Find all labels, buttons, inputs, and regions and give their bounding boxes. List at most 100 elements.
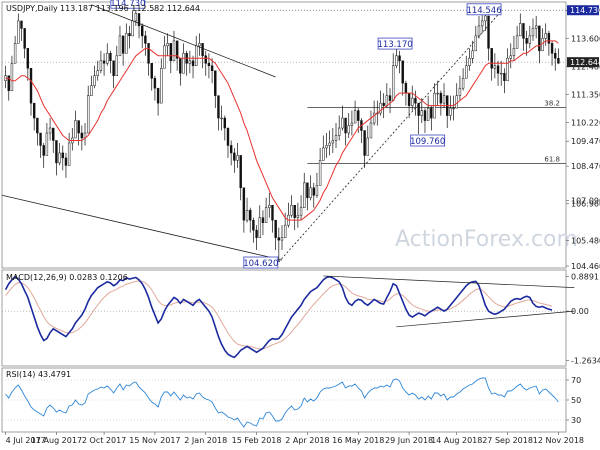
candle-body bbox=[500, 72, 503, 75]
candle-body bbox=[141, 25, 144, 37]
fib-level-label: 61.8 bbox=[544, 156, 560, 164]
candle-body bbox=[134, 13, 138, 22]
candle-body bbox=[26, 48, 30, 69]
candle-body bbox=[280, 237, 284, 241]
top-price-tag: 114.730 bbox=[567, 5, 600, 16]
candle-body bbox=[179, 58, 182, 74]
callout-label: 109.760 bbox=[410, 137, 445, 147]
top-price-tag-label: 114.730 bbox=[570, 6, 600, 15]
candle-body bbox=[414, 97, 417, 104]
macd-tick-label: 0.00 bbox=[571, 307, 589, 316]
candle-body bbox=[515, 35, 519, 49]
candle-body bbox=[55, 140, 58, 164]
candle-body bbox=[201, 43, 204, 57]
candle-body bbox=[39, 132, 42, 146]
candle-body bbox=[13, 43, 17, 64]
macd-y-axis: 0.8891 0.00 -1.2634 bbox=[566, 272, 600, 366]
price-tick-label: 111.350 bbox=[571, 90, 600, 99]
rsi-tick-label: 50 bbox=[571, 396, 581, 405]
candle-body bbox=[347, 125, 350, 134]
candle-body bbox=[471, 50, 474, 59]
date-tick-label: 2 Apr 2018 bbox=[285, 436, 329, 445]
candle-body bbox=[322, 147, 325, 161]
candle-body bbox=[430, 107, 433, 119]
candle-body bbox=[388, 95, 392, 101]
candle-body bbox=[125, 33, 128, 54]
candle-body bbox=[436, 92, 439, 95]
candle-body bbox=[121, 35, 125, 54]
rsi-main-line bbox=[5, 377, 559, 428]
candle-body bbox=[261, 217, 265, 223]
candle-body bbox=[137, 13, 141, 27]
candle-body bbox=[417, 102, 420, 116]
candle-body bbox=[318, 160, 322, 186]
ma-line bbox=[5, 40, 559, 221]
candle-body bbox=[531, 28, 535, 37]
candle-body bbox=[315, 185, 319, 196]
callout-label: 113.170 bbox=[378, 40, 413, 50]
candle-body bbox=[452, 107, 455, 110]
moving-average bbox=[5, 40, 559, 221]
candle-body bbox=[204, 55, 207, 64]
candle-body bbox=[554, 53, 557, 59]
price-callout: 109.760 bbox=[410, 134, 445, 147]
candle-body bbox=[118, 35, 122, 57]
candle-body bbox=[169, 43, 173, 62]
candle-body bbox=[252, 219, 255, 231]
candle-body bbox=[423, 110, 427, 121]
price-tick-label: 107.090 bbox=[571, 197, 600, 206]
candle-body bbox=[90, 85, 93, 96]
date-tick-label: 15 Feb 2018 bbox=[232, 436, 282, 445]
price-panel-frame bbox=[1, 1, 567, 269]
candle-body bbox=[334, 135, 338, 141]
candle-body bbox=[458, 87, 462, 96]
last-price-tag-label: 112.644 bbox=[570, 58, 600, 67]
candle-body bbox=[195, 45, 198, 67]
candle-body bbox=[226, 127, 230, 146]
candle-body bbox=[210, 65, 214, 71]
candle-body bbox=[58, 152, 61, 164]
fib-level-label: 38.2 bbox=[544, 99, 560, 107]
price-tick-label: 108.470 bbox=[571, 162, 600, 171]
candle-body bbox=[74, 120, 77, 139]
candle-body bbox=[229, 145, 233, 154]
callout-box bbox=[243, 256, 279, 269]
candle-body bbox=[455, 95, 458, 109]
candle-body bbox=[198, 43, 201, 47]
price-tick-label: 113.600 bbox=[571, 34, 600, 43]
macd-tick-label: 0.8891 bbox=[571, 272, 599, 281]
fibonacci-levels: 38.2 61.8 bbox=[2, 9, 566, 164]
candle-body bbox=[52, 127, 55, 141]
candle-body bbox=[519, 23, 522, 37]
candle-body bbox=[268, 204, 271, 208]
date-tick-label: 2 Jan 2018 bbox=[184, 436, 227, 445]
candle-body bbox=[541, 38, 544, 52]
candle-body bbox=[236, 155, 239, 161]
candle-body bbox=[109, 53, 112, 62]
price-tick-label: 104.460 bbox=[571, 262, 600, 271]
candle-body bbox=[29, 68, 33, 104]
candle-body bbox=[506, 58, 509, 81]
price-panel bbox=[1, 1, 567, 269]
rsi-tick-label: 70 bbox=[571, 376, 581, 385]
candle-body bbox=[490, 48, 493, 69]
candle-body bbox=[337, 127, 341, 136]
date-tick-label: 27 Sep 2018 bbox=[482, 436, 533, 445]
callout-box bbox=[110, 0, 146, 9]
macd-upper-trendline bbox=[323, 275, 575, 289]
candle-body bbox=[163, 45, 166, 69]
candle-body bbox=[550, 43, 554, 54]
candle-body bbox=[242, 187, 246, 221]
candle-body bbox=[331, 140, 335, 144]
candle-body bbox=[353, 110, 357, 124]
candle-body bbox=[80, 132, 84, 139]
candle-body bbox=[249, 209, 252, 221]
candle-body bbox=[312, 187, 315, 196]
candle-body bbox=[306, 182, 309, 199]
candle-body bbox=[115, 55, 118, 76]
candle-body bbox=[45, 132, 49, 156]
callout-box bbox=[377, 37, 413, 50]
candle-body bbox=[191, 60, 195, 67]
candle-body bbox=[411, 97, 414, 106]
